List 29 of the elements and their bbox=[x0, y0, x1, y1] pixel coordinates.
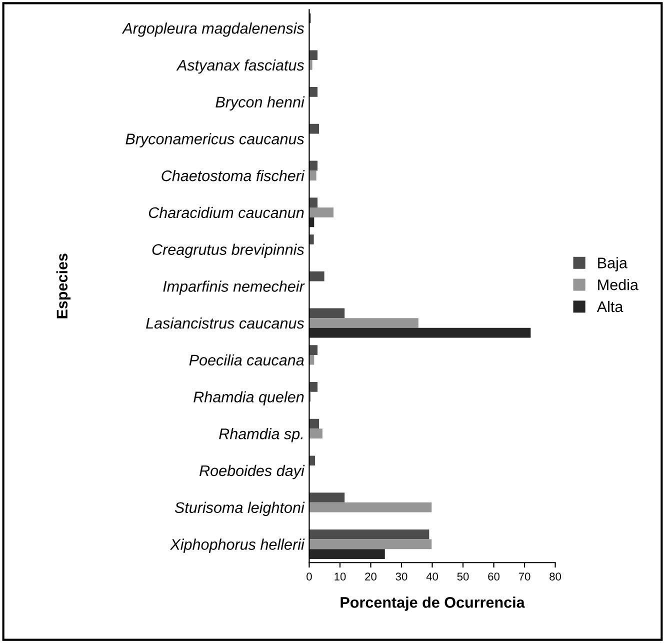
x-tick-label: 60 bbox=[488, 572, 500, 581]
y-tick-label: Sturisoma leightoni bbox=[174, 502, 305, 516]
legend-label: Media bbox=[598, 279, 638, 290]
x-tick-label: 80 bbox=[550, 572, 562, 581]
x-tick-label: 20 bbox=[365, 572, 376, 581]
y-tick-label: Bryconamericus caucanus bbox=[126, 133, 304, 148]
y-tick-label: Creagrutus brevipinnis bbox=[152, 244, 304, 258]
x-tick-label: 30 bbox=[396, 572, 408, 581]
legend-label: Alta bbox=[596, 300, 624, 312]
y-tick-label: Characidium caucanun bbox=[148, 206, 304, 218]
y-tick-label: Argopleura magdalenensis bbox=[122, 22, 304, 37]
y-tick-label: Brycon henni bbox=[216, 96, 305, 111]
x-tick-label: 10 bbox=[334, 572, 346, 581]
y-axis-title: Especies bbox=[56, 254, 71, 318]
x-tick-label: 40 bbox=[426, 572, 438, 581]
y-tick-label: Poecilia caucana bbox=[189, 354, 304, 366]
y-tick-label: Lasiancistrus caucanus bbox=[146, 317, 304, 329]
x-tick-label: 0 bbox=[306, 572, 312, 581]
y-tick-label: Astyanax fasciatus bbox=[176, 59, 304, 74]
x-tick-label: 50 bbox=[457, 572, 469, 581]
x-axis-title: Porcentaje de Ocurrencia bbox=[340, 596, 525, 611]
y-tick-label: Xiphophorus hellerii bbox=[170, 538, 305, 553]
y-tick-label: Rhamdia quelen bbox=[194, 391, 304, 406]
legend-label: Baja bbox=[598, 257, 628, 272]
y-tick-label: Roeboides dayi bbox=[200, 464, 305, 480]
y-tick-label: Rhamdia sp. bbox=[219, 428, 302, 442]
y-tick-label: Imparfinis nemecheir bbox=[163, 280, 305, 295]
x-tick-label: 70 bbox=[518, 572, 530, 581]
y-tick-label: Chaetostoma fischeri bbox=[162, 170, 305, 182]
